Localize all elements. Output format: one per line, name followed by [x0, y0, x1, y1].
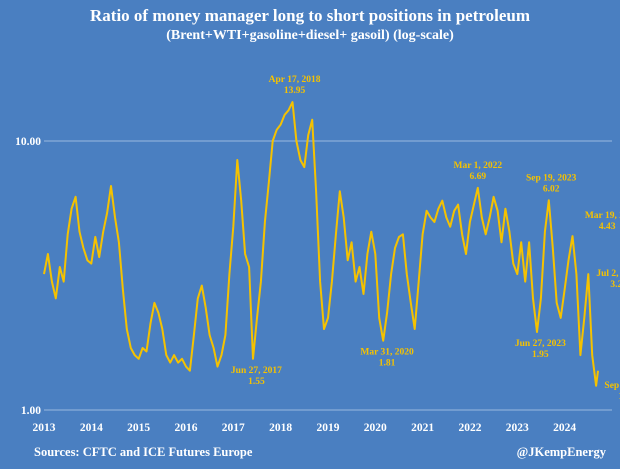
annotation-label: 1.55: [248, 377, 265, 387]
annotation-label: Mar 1, 2022: [454, 161, 503, 171]
author-credit: @JKempEnergy: [516, 445, 606, 459]
x-tick-label: 2013: [33, 422, 56, 434]
x-tick-label: 2021: [411, 422, 434, 434]
y-tick-label: 1.00: [21, 405, 41, 417]
annotation-label: 1.23: [618, 392, 620, 402]
annotation-label: 13.95: [284, 86, 306, 96]
annotation-label: 4.43: [599, 222, 616, 232]
x-tick-label: 2014: [80, 422, 103, 434]
x-tick-label: 2024: [553, 422, 576, 434]
annotation-label: 6.69: [470, 172, 487, 182]
annotation-label: Sep 3, 2024: [604, 381, 620, 391]
x-tick-label: 2020: [364, 422, 387, 434]
y-tick-label: 10.00: [15, 136, 41, 148]
annotation-label: Mar 19, 2024: [585, 211, 620, 221]
x-tick-label: 2017: [222, 422, 245, 434]
source-note: Sources: CFTC and ICE Futures Europe: [34, 445, 253, 459]
annotation-label: 1.81: [379, 359, 396, 369]
x-tick-label: 2016: [174, 422, 197, 434]
x-tick-label: 2023: [506, 422, 529, 434]
chart-subtitle: (Brent+WTI+gasoline+diesel+ gasoil) (log…: [166, 28, 454, 43]
x-tick-label: 2018: [269, 422, 292, 434]
x-tick-label: 2015: [127, 422, 150, 434]
annotation-label: Apr 17, 2018: [269, 75, 321, 85]
x-tick-label: 2022: [458, 422, 481, 434]
annotation-label: 3.20: [610, 280, 620, 290]
annotation-label: 1.95: [532, 350, 549, 360]
x-tick-label: 2019: [316, 422, 339, 434]
chart-title: Ratio of money manager long to short pos…: [90, 6, 530, 25]
annotation-label: Jun 27, 2017: [231, 366, 282, 376]
annotation-label: Sep 19, 2023: [526, 173, 577, 183]
annotation-label: Jun 27, 2023: [515, 339, 566, 349]
annotation-label: 6.02: [543, 184, 560, 194]
annotation-label: Mar 31, 2020: [360, 348, 414, 358]
series-line: [43, 101, 599, 387]
annotation-label: Jul 2, 2024: [596, 269, 620, 279]
